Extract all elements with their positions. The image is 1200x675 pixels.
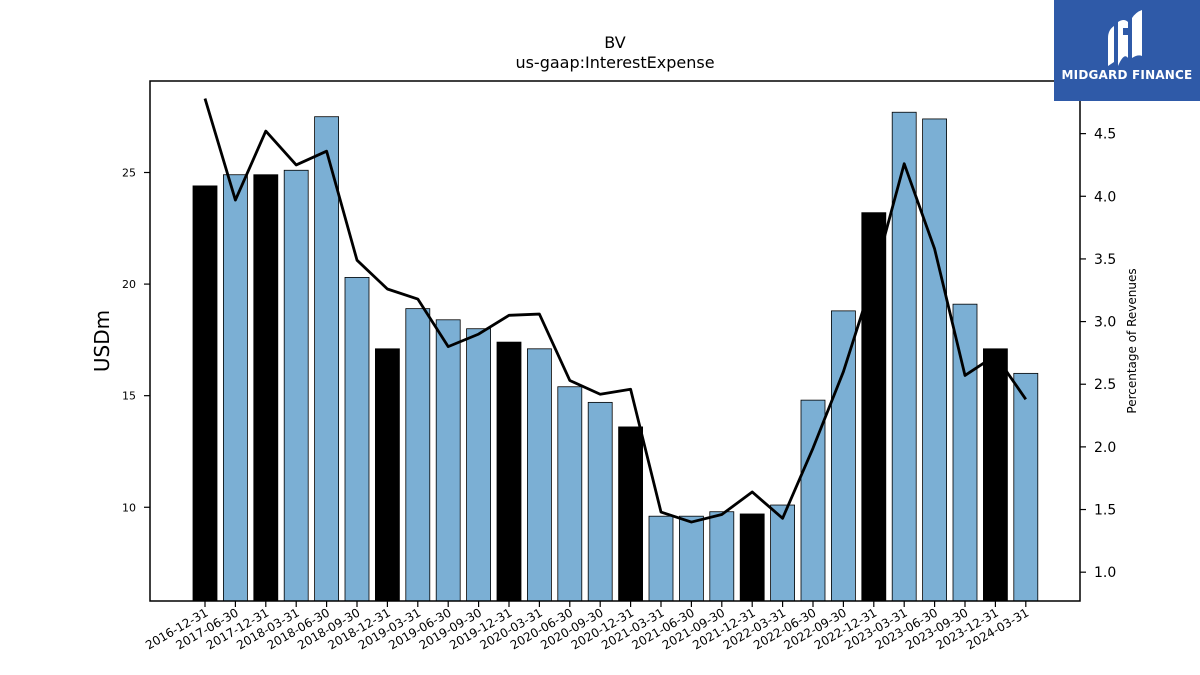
bar — [374, 348, 400, 602]
bar — [618, 426, 643, 602]
bar — [800, 399, 826, 602]
bar — [557, 386, 583, 602]
bar — [922, 118, 947, 602]
bar — [587, 401, 613, 602]
line-layer — [203, 98, 1027, 524]
chart-subtitle: us-gaap:InterestExpense — [515, 53, 714, 72]
bar — [983, 348, 1008, 602]
chart-title: BV — [604, 33, 625, 52]
y2-tick-label: 4.5 — [1094, 127, 1116, 143]
bar — [831, 310, 856, 602]
y-axis-label: USDm — [90, 310, 114, 372]
bar — [648, 515, 674, 602]
bar — [405, 308, 431, 602]
y2-tick-label: 1.5 — [1094, 503, 1116, 519]
bar — [496, 341, 522, 602]
y2-tick-label: 4.0 — [1094, 189, 1116, 205]
bar — [891, 111, 917, 602]
bar — [770, 504, 795, 602]
y-tick-label: 20 — [122, 278, 136, 291]
bar — [861, 212, 887, 602]
y2-axis-label: Percentage of Revenues — [1125, 268, 1139, 413]
y2-tick-label: 2.0 — [1094, 440, 1116, 456]
midgard-logo: MIDGARD FINANCE — [1054, 0, 1200, 101]
y-tick-label: 15 — [122, 390, 136, 403]
bars-layer — [192, 111, 1039, 602]
y2-tick-label: 1.0 — [1094, 565, 1116, 581]
bar — [344, 276, 370, 602]
bar — [222, 174, 248, 602]
bar — [253, 174, 279, 602]
plot-frame — [149, 80, 1081, 602]
y2-tick-label: 2.5 — [1094, 377, 1116, 393]
bar — [314, 116, 340, 602]
y2-tick-label: 3.0 — [1094, 315, 1116, 331]
bar — [952, 303, 978, 602]
bar — [739, 513, 765, 602]
bar — [679, 515, 704, 602]
bar — [527, 348, 552, 602]
bar — [283, 169, 309, 602]
bar — [1013, 372, 1039, 602]
bar — [466, 328, 492, 602]
y-tick-label: 10 — [122, 501, 136, 514]
y2-tick-label: 3.5 — [1094, 252, 1116, 268]
y-tick-label: 25 — [122, 167, 136, 180]
axes-layer: 101520251.01.52.02.53.03.54.04.52016-12-… — [122, 80, 1116, 652]
logo-text: MIDGARD FINANCE — [1061, 68, 1193, 82]
midgard-logo-icon — [1108, 10, 1142, 66]
bar — [435, 319, 461, 602]
bar — [192, 185, 218, 602]
line-series — [203, 98, 1027, 524]
bar — [709, 511, 735, 602]
